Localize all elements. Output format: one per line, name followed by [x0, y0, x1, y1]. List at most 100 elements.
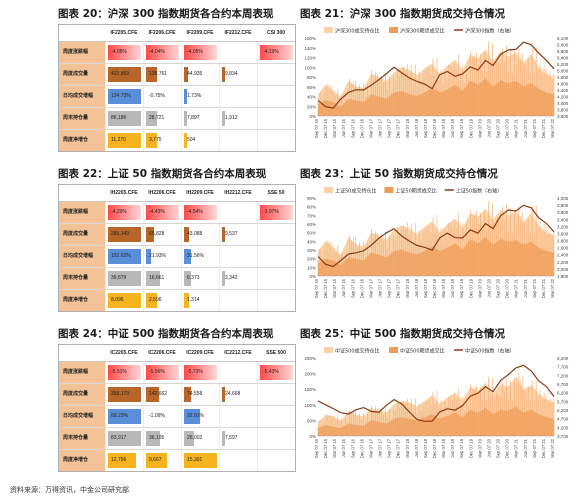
cell-value: 26,002 [187, 435, 203, 441]
value-bar [108, 271, 141, 286]
table-cell: -5.56% [143, 362, 181, 383]
table-cell: -0.75% [143, 86, 181, 107]
header-spacer [59, 185, 105, 201]
right-axis-tick: 5,600 [557, 49, 569, 54]
table-cell: 8,373 [181, 268, 219, 289]
table-cell: -4.04% [143, 42, 181, 63]
value-bar [184, 431, 194, 446]
cell-value: 142,662 [149, 391, 168, 397]
cell-value: 12,796 [111, 457, 127, 463]
cell-value: 152.62% [111, 253, 131, 259]
volume-position-chart: 中证500成交持仓比 中证500期货成交比 中证500指数（右轴） 250% 200% 1… [304, 347, 569, 458]
value-bar [184, 89, 187, 104]
table-cell: -4.29% [105, 202, 143, 223]
table-cell: 68.23% [105, 406, 143, 427]
cell-value: 265,143 [111, 231, 130, 237]
cell-value: 8,373 [187, 275, 200, 281]
table-row: 周度净增仓 8,096 2,596 1,314 [59, 290, 295, 311]
value-bar [184, 133, 187, 148]
value-bar [146, 205, 179, 220]
right-axis-tick: 5,200 [557, 62, 569, 67]
x-axis-tick: Sep 07 18 [423, 438, 428, 458]
right-axis-tick: 5,200 [557, 408, 569, 413]
right-axis-tick: 1,800 [557, 274, 569, 279]
value-bar [222, 67, 225, 82]
x-axis-tick: Sep 07 16 [350, 438, 355, 458]
table-cell: 83,917 [105, 428, 143, 449]
left-axis-tick: 20% [307, 257, 316, 262]
chart-title-csi500: 图表 25：中证 500 指数期货成交持仓情况 [300, 328, 505, 340]
right-axis-tick: 3,000 [557, 231, 569, 236]
cell-value: 9,537 [225, 231, 238, 237]
x-axis-tick: Dec 07 19 [468, 118, 473, 138]
cell-value: 86,186 [111, 115, 127, 121]
x-axis-tick: Sep 07 18 [423, 118, 428, 138]
table-cell: 31.56% [181, 246, 219, 267]
table-cell [219, 86, 257, 107]
left-axis-tick: 10% [307, 265, 316, 270]
column-header: SSE 500 [266, 350, 286, 356]
cell-value: 68.23% [111, 413, 128, 419]
table-cell: -5.51% [105, 362, 143, 383]
x-axis-tick: Jun 07 20 [487, 278, 492, 297]
value-bar [184, 387, 191, 402]
x-axis-tick: Mar 07 21 [514, 118, 519, 138]
right-axis-tick: 3,700 [557, 434, 569, 439]
x-axis-tick: Jun 07 19 [450, 278, 455, 297]
value-bar [108, 453, 136, 468]
column-header: SSE 50 [267, 190, 285, 196]
x-axis-tick: Sep 07 21 [532, 438, 537, 458]
table-cell: 74,558 [181, 384, 219, 405]
right-axis-tick: 7,700 [557, 365, 569, 370]
table-cell [257, 224, 295, 245]
cell-value: 83,917 [111, 435, 127, 441]
x-axis-tick: Sep 07 15 [314, 118, 319, 138]
right-axis-tick: 2,000 [557, 267, 569, 272]
column-header: IF2212.CFE [224, 30, 252, 36]
cell-value: 1,912 [225, 115, 238, 121]
table-cell: 9,834 [219, 64, 257, 85]
x-axis-tick: Mar 07 21 [514, 438, 519, 458]
value-bar [108, 89, 141, 104]
table-cell: 32.91% [181, 406, 219, 427]
table-cell: 358,173 [105, 384, 143, 405]
table-row: 周度涨跌幅 -5.51% -5.56% -5.73% -5.43% [59, 362, 295, 384]
table-title-csi300: 图表 20：沪深 300 指数期货各合约本周表现 [58, 8, 274, 20]
x-axis-tick: Mar 07 17 [369, 118, 374, 138]
table-cell: 21.93% [143, 246, 181, 267]
x-axis-tick: Mar 07 22 [550, 278, 555, 298]
value-bar [146, 227, 154, 242]
table-cell: 16,661 [143, 268, 181, 289]
x-axis-tick: Dec 07 19 [468, 438, 473, 458]
table-cell: 142,662 [143, 384, 181, 405]
legend-swatch [324, 27, 333, 33]
legend-label: 沪深300指数（右轴） [465, 28, 515, 35]
legend-swatch [384, 187, 394, 193]
table-cell: 65,828 [143, 224, 181, 245]
table-row: 周度净增仓 12,796 9,667 15,301 [59, 450, 295, 471]
value-bar [108, 431, 141, 446]
row-label: 周末持仓量 [59, 268, 105, 289]
table-cell: -4.08% [105, 42, 143, 63]
x-axis-tick: Sep 07 17 [387, 278, 392, 298]
x-axis-tick: Sep 07 20 [496, 278, 501, 298]
left-axis-tick: 90% [307, 196, 316, 201]
cell-value: 1,314 [187, 297, 200, 303]
header-spacer [59, 345, 105, 361]
x-axis-tick: Mar 07 21 [514, 278, 519, 298]
ratio-area [318, 237, 554, 276]
cell-value: 7,597 [225, 435, 238, 441]
right-axis-tick: 3,600 [557, 114, 569, 119]
table-cell [219, 362, 257, 383]
table-cell: 44,935 [181, 64, 219, 85]
table-row: 周末持仓量 86,186 28,721 7,897 1,912 [59, 108, 295, 130]
table-cell: 9,537 [219, 224, 257, 245]
right-axis-tick: 5,700 [557, 399, 569, 404]
legend-label: 中证500期货成交比 [400, 348, 445, 355]
table-cell [219, 42, 257, 63]
value-bar [108, 249, 141, 264]
table-row: 周度成交量 358,173 142,662 74,558 24,668 [59, 384, 295, 406]
row-label: 日均成交增幅 [59, 406, 105, 427]
legend-label: 中证500指数（右轴） [465, 348, 515, 355]
row-label: 周末持仓量 [59, 108, 105, 129]
